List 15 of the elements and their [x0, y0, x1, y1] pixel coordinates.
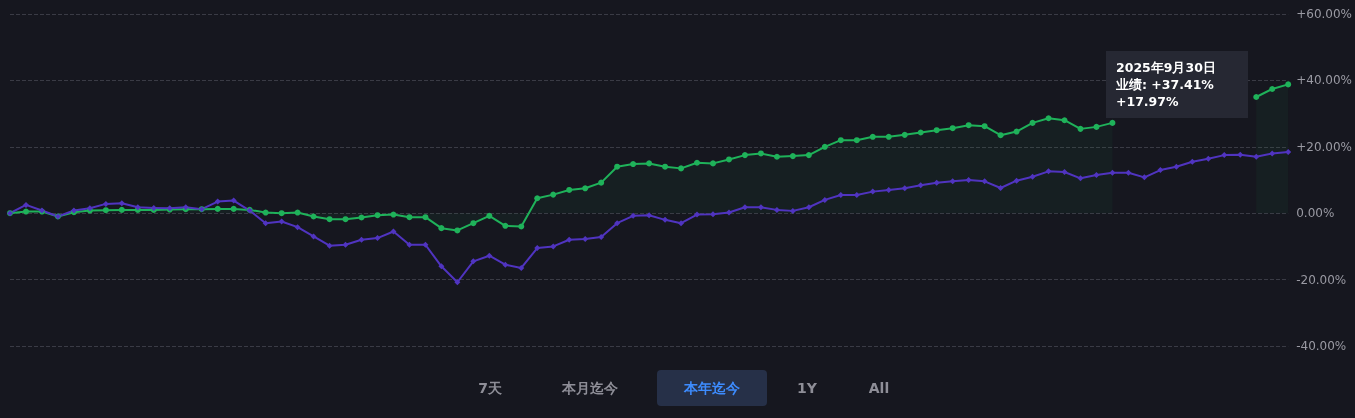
- y-tick-label: +20.00%: [1296, 139, 1352, 154]
- text: 1Y: [796, 379, 818, 398]
- text: 本月迄今: [561, 379, 619, 398]
- text: 本年迄今: [657, 370, 767, 406]
- annotation: 业绩: +37.41%: [1116, 76, 1215, 93]
- text: All: [867, 379, 891, 398]
- y-tick-label: +60.00%: [1296, 7, 1352, 21]
- annotation: +17.97%: [1116, 93, 1180, 110]
- tooltip: 2025年9月30日 业绩: +37.41% +17.97%: [1106, 51, 1248, 118]
- y-tick-label: +40.00%: [1296, 73, 1352, 88]
- text: 7天: [477, 379, 503, 398]
- annotation: 2025年9月30日: [1116, 59, 1217, 76]
- y-tick-label: 0.00%: [1296, 206, 1335, 221]
- y-tick-label: -20.00%: [1296, 272, 1347, 287]
- y-tick-label: -40.00%: [1296, 339, 1347, 353]
